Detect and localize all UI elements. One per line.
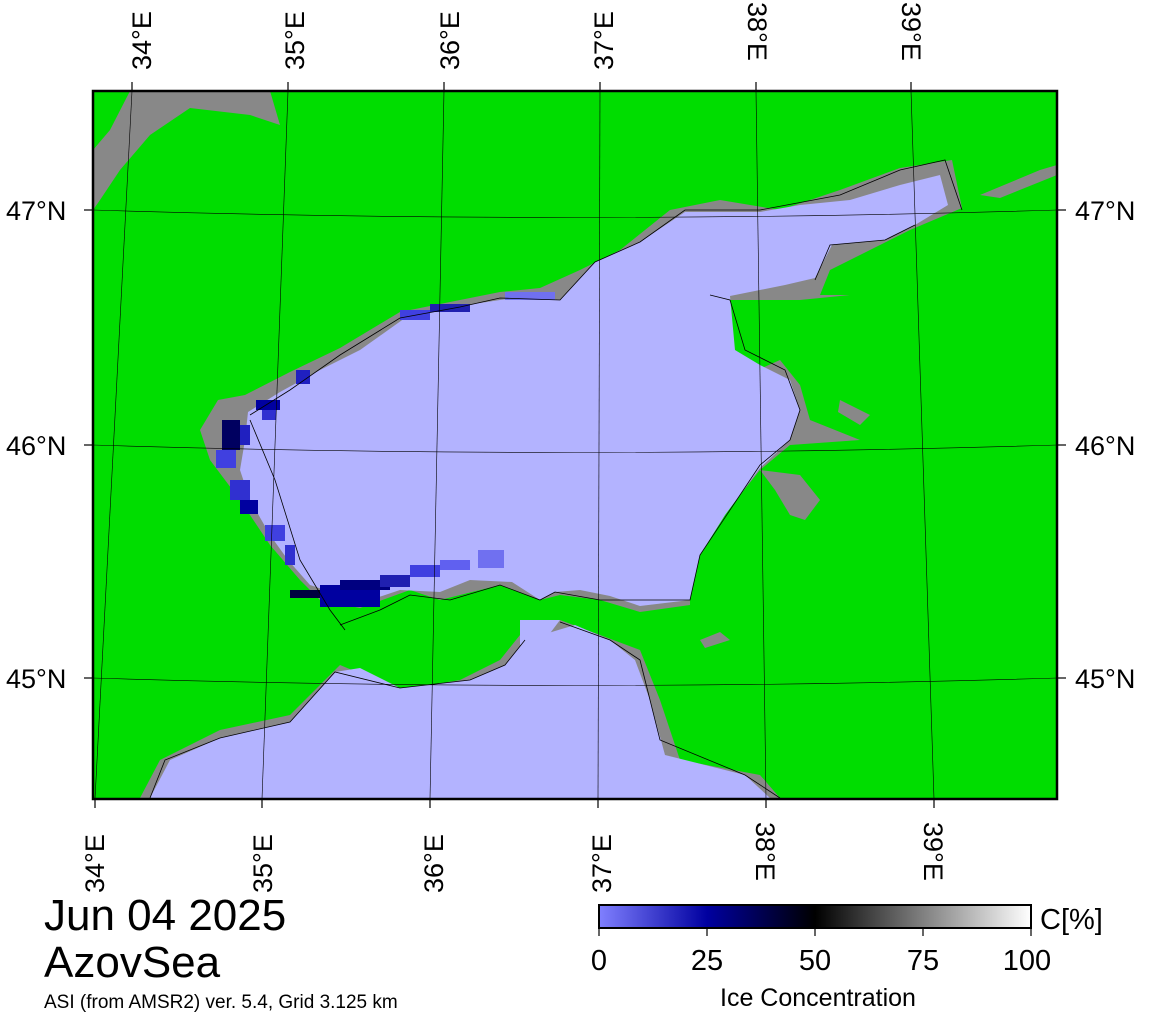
parallel-45n — [93, 677, 1057, 686]
lon-label-top-34: 34°E — [127, 11, 157, 70]
lon-label-top-35: 35°E — [280, 11, 310, 70]
meridian-38e — [755, 91, 767, 799]
legend-unit: C[%] — [1040, 904, 1103, 936]
tick-marks — [84, 82, 1066, 808]
map-region: AzovSea — [44, 938, 221, 987]
coastlines — [149, 159, 963, 799]
graticule — [93, 91, 1057, 799]
lat-label-left-46: 46°N — [6, 431, 66, 461]
ice-concentration-legend: 0 25 50 75 100 C[%] Ice Concentration — [591, 904, 1103, 1012]
parallel-47n — [93, 209, 1057, 218]
lon-label-top-38: 38°E — [742, 2, 772, 61]
meridian-39e — [910, 91, 935, 799]
lat-label-left-45: 45°N — [6, 664, 66, 694]
colorbar — [598, 904, 1032, 929]
lat-label-left-47: 47°N — [6, 196, 66, 226]
lat-label-right-47: 47°N — [1075, 196, 1135, 226]
lon-label-bottom-34: 34°E — [80, 834, 110, 893]
legend-tick-50: 50 — [799, 945, 831, 977]
lon-label-bottom-37: 37°E — [587, 834, 617, 893]
lat-label-right-45: 45°N — [1075, 664, 1135, 694]
lon-label-bottom-35: 35°E — [248, 834, 278, 893]
meridian-36e — [429, 91, 445, 799]
lon-label-top-36: 36°E — [435, 11, 465, 70]
lon-label-top-39: 39°E — [896, 2, 926, 61]
product-info: ASI (from AMSR2) ver. 5.4, Grid 3.125 km — [44, 992, 398, 1013]
parallel-46n — [93, 444, 1057, 453]
meridian-35e — [261, 91, 289, 799]
meridian-37e — [597, 91, 601, 799]
lon-label-bottom-38: 38°E — [750, 822, 780, 881]
legend-title: Ice Concentration — [720, 984, 916, 1012]
lat-label-right-46: 46°N — [1075, 431, 1135, 461]
legend-tick-25: 25 — [691, 945, 723, 977]
water-area — [150, 175, 948, 798]
map-date: Jun 04 2025 — [44, 891, 287, 940]
lon-label-bottom-39: 39°E — [918, 822, 948, 881]
legend-tick-0: 0 — [591, 945, 607, 977]
legend-tick-75: 75 — [907, 945, 939, 977]
lon-label-bottom-36: 36°E — [419, 834, 449, 893]
lon-label-top-37: 37°E — [589, 11, 619, 70]
legend-tick-100: 100 — [1003, 945, 1051, 977]
meridian-34e — [94, 91, 133, 799]
